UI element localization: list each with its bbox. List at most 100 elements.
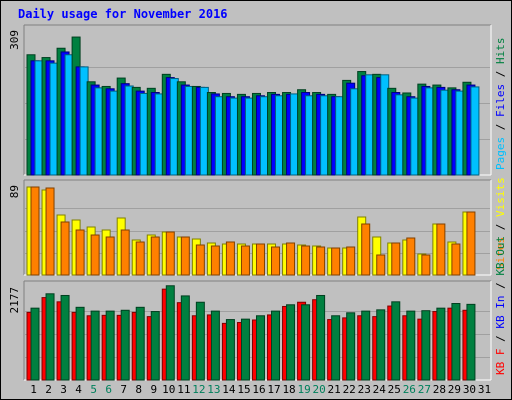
- legend-entry: Pages: [494, 137, 507, 170]
- bar-kbout-day-19: [301, 304, 311, 381]
- bar-sites-day-30: [466, 211, 476, 276]
- legend-visits-sites: Sites / Visits: [494, 177, 507, 270]
- bar-kbout-day-1: [30, 307, 40, 381]
- bar-kbout-day-30: [466, 303, 476, 381]
- x-label-day-16: 16: [252, 383, 265, 396]
- legend-entry: KB Out: [494, 236, 507, 276]
- bar-sites-day-1: [30, 186, 40, 276]
- legend-kbf-kbin-kbout: KB F / KB In / KB Out: [494, 236, 507, 375]
- x-label-day-6: 6: [105, 383, 112, 396]
- x-label-day-8: 8: [135, 383, 142, 396]
- panel-hits-files-pages: 309 Pages / Files / Hits: [8, 24, 507, 176]
- legend-entry: /: [494, 117, 507, 137]
- x-label-day-3: 3: [60, 383, 67, 396]
- bar-sites-day-11: [180, 236, 190, 276]
- panel-visits-sites: 89 Sites / Visits: [8, 177, 507, 276]
- bar-sites-day-12: [195, 244, 205, 276]
- bar-kbout-day-23: [361, 310, 371, 381]
- bar-kbout-day-28: [436, 307, 446, 381]
- x-label-day-18: 18: [282, 383, 295, 396]
- bar-kbout-day-12: [195, 301, 205, 381]
- x-label-day-4: 4: [75, 383, 82, 396]
- x-label-day-21: 21: [328, 383, 341, 396]
- bar-sites-day-10: [165, 231, 175, 276]
- bar-kbout-day-3: [60, 294, 70, 381]
- y-max-label: 2177: [8, 287, 21, 314]
- bar-sites-day-2: [45, 187, 55, 276]
- legend-entry: /: [494, 329, 507, 349]
- x-label-day-11: 11: [177, 383, 190, 396]
- x-label-day-31: 31: [478, 383, 491, 396]
- legend-entry: KB F: [494, 349, 507, 376]
- x-label-day-24: 24: [373, 383, 387, 396]
- bar-kbout-day-17: [271, 310, 281, 381]
- bar-kbout-day-5: [90, 310, 100, 381]
- bar-kbout-day-21: [331, 315, 341, 381]
- legend-entry: /: [494, 64, 507, 84]
- bar-sites-day-7: [120, 229, 130, 276]
- x-label-day-2: 2: [45, 383, 52, 396]
- bar-kbout-day-18: [286, 304, 296, 381]
- bar-kbout-day-10: [165, 285, 175, 381]
- x-label-day-9: 9: [150, 383, 157, 396]
- bar-sites-day-23: [361, 223, 371, 276]
- bar-kbout-day-9: [150, 311, 160, 381]
- bar-sites-day-25: [391, 242, 401, 276]
- x-label-day-28: 28: [433, 383, 446, 396]
- bar-pages-day-30: [470, 86, 480, 176]
- bar-sites-day-27: [421, 254, 431, 276]
- x-label-day-12: 12: [192, 383, 205, 396]
- bar-kbout-day-14: [225, 319, 235, 381]
- bar-sites-day-15: [240, 245, 250, 276]
- panel-kbf-kbin-kbout: 2177 KB F / KB In / KB Out: [8, 236, 507, 381]
- x-label-day-13: 13: [207, 383, 220, 396]
- bar-kbout-day-29: [451, 303, 461, 381]
- legend-entry: Files: [494, 84, 507, 117]
- bar-sites-day-8: [135, 241, 145, 276]
- legend-entry: /: [494, 276, 507, 296]
- bar-sites-day-16: [255, 243, 265, 276]
- bar-kbout-day-4: [75, 306, 85, 381]
- bar-sites-day-5: [90, 234, 100, 276]
- x-label-day-22: 22: [343, 383, 356, 396]
- bar-kbout-day-22: [346, 312, 356, 381]
- legend-entry: Hits: [494, 38, 507, 65]
- bar-sites-day-28: [436, 223, 446, 276]
- x-label-day-29: 29: [448, 383, 461, 396]
- bar-sites-day-26: [406, 237, 416, 276]
- bar-sites-day-3: [60, 221, 70, 276]
- x-label-day-1: 1: [30, 383, 37, 396]
- bar-sites-day-6: [105, 236, 115, 276]
- x-label-day-23: 23: [358, 383, 371, 396]
- y-max-label: 309: [8, 30, 21, 50]
- bar-sites-day-4: [75, 229, 85, 276]
- x-label-day-20: 20: [313, 383, 326, 396]
- bar-sites-day-18: [286, 242, 296, 276]
- x-label-day-19: 19: [297, 383, 310, 396]
- x-label-day-14: 14: [222, 383, 236, 396]
- bar-kbout-day-2: [45, 293, 55, 381]
- x-label-day-15: 15: [237, 383, 250, 396]
- x-label-day-26: 26: [403, 383, 416, 396]
- x-label-day-25: 25: [388, 383, 401, 396]
- legend-entry: Visits: [494, 177, 507, 217]
- x-label-day-27: 27: [418, 383, 431, 396]
- legend-hits-files-pages: Pages / Files / Hits: [494, 38, 507, 171]
- bar-kbout-day-24: [376, 309, 386, 381]
- bar-sites-day-14: [225, 241, 235, 276]
- x-label-day-10: 10: [162, 383, 175, 396]
- bar-kbout-day-8: [135, 306, 145, 381]
- x-label-day-7: 7: [120, 383, 127, 396]
- bar-sites-day-9: [150, 236, 160, 276]
- legend-entry: /: [494, 217, 507, 237]
- bar-kbout-day-11: [180, 295, 190, 381]
- legend-entry: KB In: [494, 296, 507, 329]
- x-label-day-5: 5: [90, 383, 97, 396]
- x-label-day-30: 30: [463, 383, 476, 396]
- bar-kbout-day-25: [391, 301, 401, 381]
- bar-kbout-day-15: [240, 318, 250, 381]
- bar-sites-day-17: [271, 246, 281, 276]
- bar-sites-day-29: [451, 243, 461, 276]
- chart-title: Daily usage for November 2016: [18, 7, 228, 21]
